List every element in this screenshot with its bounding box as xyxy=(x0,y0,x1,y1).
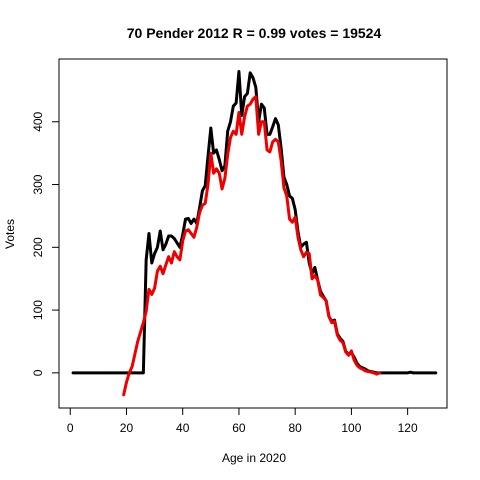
y-tick-label: 200 xyxy=(31,237,45,257)
chart-title: 70 Pender 2012 R = 0.99 votes = 19524 xyxy=(127,25,382,41)
series-line-2 xyxy=(122,95,382,397)
y-tick-label: 0 xyxy=(31,369,45,376)
x-axis-label: Age in 2020 xyxy=(222,451,286,465)
y-tick-label: 400 xyxy=(31,111,45,131)
x-tick-label: 80 xyxy=(288,421,302,435)
x-tick-label: 40 xyxy=(176,421,190,435)
y-tick-label: 100 xyxy=(31,300,45,320)
series-layer xyxy=(71,70,438,397)
y-axis: 0 100 200 300 400 xyxy=(31,111,60,376)
y-axis-label: Votes xyxy=(3,219,17,249)
x-tick-label: 60 xyxy=(232,421,246,435)
x-tick-label: 0 xyxy=(67,421,74,435)
x-axis: 0 20 40 60 80 100 120 xyxy=(67,407,418,435)
x-tick-label: 20 xyxy=(120,421,134,435)
x-tick-label: 120 xyxy=(398,421,418,435)
x-tick-label: 100 xyxy=(341,421,361,435)
y-tick-label: 300 xyxy=(31,174,45,194)
